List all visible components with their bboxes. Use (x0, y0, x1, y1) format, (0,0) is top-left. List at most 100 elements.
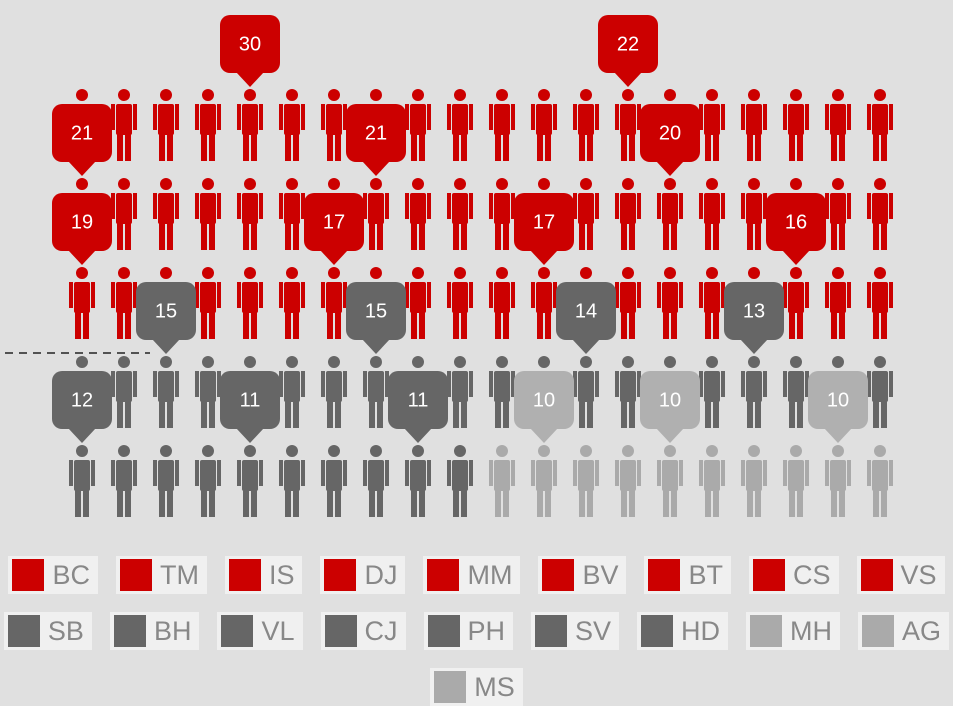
icon-leg (503, 311, 509, 339)
legend-swatch (641, 615, 674, 647)
legend-swatch (228, 559, 261, 591)
icon-leg (125, 222, 131, 250)
icon-head (202, 178, 214, 190)
icon-leg (671, 489, 677, 517)
icon-leg (755, 133, 761, 161)
icon-arm (679, 282, 683, 308)
person-icon (153, 445, 179, 517)
icon-arm (511, 193, 515, 219)
icon-head (748, 356, 760, 368)
icon-arm (615, 371, 619, 397)
icon-body (704, 193, 720, 224)
marker: 10 (808, 371, 868, 443)
icon-arm (195, 371, 199, 397)
person-icon (657, 267, 683, 339)
person-icon (363, 445, 389, 517)
icon-head (832, 89, 844, 101)
icon-arm (195, 460, 199, 486)
person-icon (111, 356, 137, 428)
icon-leg (797, 311, 803, 339)
icon-body (872, 104, 888, 135)
icon-body (74, 282, 90, 313)
icon-body (410, 104, 426, 135)
legend-item: AG (858, 612, 950, 650)
icon-head (580, 445, 592, 457)
icon-arm (699, 371, 703, 397)
legend-swatch (113, 615, 146, 647)
icon-arm (469, 104, 473, 130)
person-icon (111, 178, 137, 250)
icon-arm (889, 193, 893, 219)
person-icon (489, 267, 515, 339)
marker: 20 (640, 104, 700, 176)
icon-arm (217, 371, 221, 397)
icon-leg (327, 311, 333, 339)
icon-arm (553, 460, 557, 486)
marker-box (640, 104, 700, 162)
person-icon (111, 445, 137, 517)
person-icon (699, 178, 725, 250)
icon-arm (867, 104, 871, 130)
icon-leg (167, 133, 173, 161)
marker-box (640, 371, 700, 429)
icon-body (494, 371, 510, 402)
icon-leg (285, 400, 291, 428)
icon-arm (217, 282, 221, 308)
legend-label: SV (575, 615, 612, 646)
person-icon (237, 267, 263, 339)
icon-leg (503, 133, 509, 161)
icon-leg (453, 222, 459, 250)
icon-head (244, 267, 256, 279)
icon-leg (419, 133, 425, 161)
marker-pointer (68, 161, 96, 176)
icon-head (790, 445, 802, 457)
icon-arm (175, 460, 179, 486)
icon-leg (411, 222, 417, 250)
icon-body (368, 371, 384, 402)
icon-arm (721, 460, 725, 486)
person-icon (615, 356, 641, 428)
marker-pointer (740, 339, 768, 354)
legend-label: VL (261, 615, 295, 646)
legend-label: BV (582, 559, 619, 590)
icon-arm (721, 104, 725, 130)
marker-pointer (656, 161, 684, 176)
icon-arm (763, 193, 767, 219)
icon-arm (385, 371, 389, 397)
icon-head (664, 89, 676, 101)
icon-body (326, 104, 342, 135)
marker: 22 (598, 15, 658, 87)
marker-box (304, 193, 364, 251)
icon-arm (427, 193, 431, 219)
marker-label: 12 (71, 389, 93, 411)
legend-swatch (750, 615, 783, 647)
icon-body (704, 371, 720, 402)
icon-leg (243, 489, 249, 517)
legend-label: BH (153, 615, 192, 646)
icon-arm (405, 282, 409, 308)
icon-head (664, 178, 676, 190)
person-icon (153, 178, 179, 250)
marker-label: 17 (323, 211, 345, 233)
person-icon (741, 89, 767, 161)
icon-head (832, 178, 844, 190)
icon-leg (587, 489, 593, 517)
icon-arm (825, 460, 829, 486)
legend-label: CJ (364, 615, 398, 646)
icon-leg (629, 489, 635, 517)
icon-arm (847, 460, 851, 486)
marker: 11 (220, 371, 280, 443)
icon-arm (237, 193, 241, 219)
icon-head (706, 356, 718, 368)
icon-leg (125, 400, 131, 428)
icon-head (202, 356, 214, 368)
icon-arm (133, 193, 137, 219)
legend-item: MS (430, 668, 523, 706)
person-icon (573, 445, 599, 517)
icon-leg (579, 133, 585, 161)
icon-arm (111, 193, 115, 219)
icon-leg (327, 400, 333, 428)
icon-leg (293, 222, 299, 250)
icon-body (620, 371, 636, 402)
legend-label: BC (52, 559, 90, 590)
